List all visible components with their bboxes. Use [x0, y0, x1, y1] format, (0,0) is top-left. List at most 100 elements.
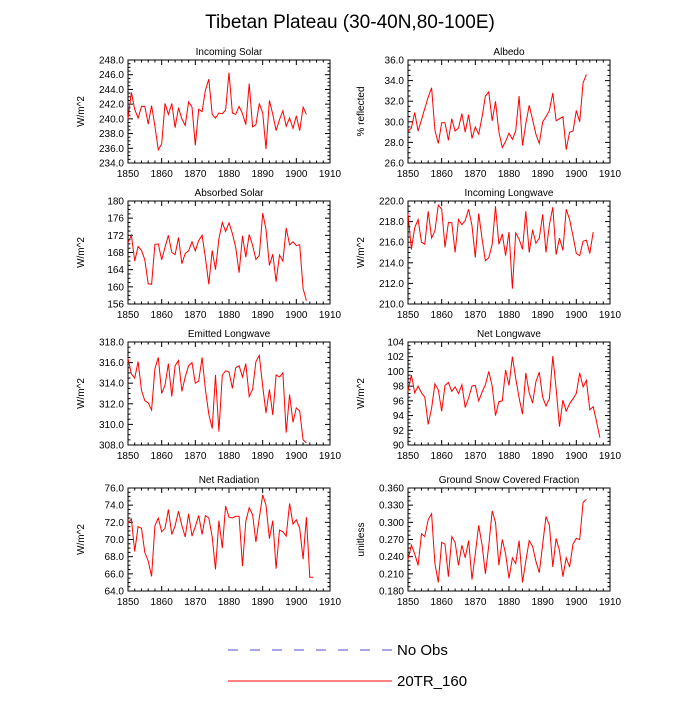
panel-incoming-solar: Incoming Solar W/m^2 1850 1860 1870 1880 1890 1…	[76, 47, 342, 180]
x-tick-label: 1890	[532, 169, 555, 180]
panel-title: Ground Snow Covered Fraction	[439, 475, 580, 486]
y-tick-label: 160	[107, 282, 124, 293]
x-tick-label: 1850	[397, 597, 420, 608]
x-tick-label: 1890	[252, 451, 275, 462]
x-tick-label: 1860	[431, 169, 454, 180]
y-tick-label: 28.0	[385, 138, 405, 149]
x-tick-label: 1900	[565, 310, 588, 321]
x-tick-label: 1870	[184, 451, 207, 462]
y-axis-label: W/m^2	[76, 378, 87, 409]
x-tick-label: 1880	[218, 451, 241, 462]
panel-title: Incoming Longwave	[465, 188, 554, 199]
legend-label-no-obs: No Obs	[397, 642, 448, 659]
y-tick-label: 70.0	[105, 535, 125, 546]
x-tick-label: 1880	[218, 310, 241, 321]
x-tick-label: 1870	[464, 169, 487, 180]
y-tick-label: 314.0	[99, 379, 124, 390]
x-tick-label: 1880	[218, 169, 241, 180]
panel-title: Net Longwave	[477, 329, 541, 340]
y-tick-label: 100	[387, 367, 404, 378]
y-tick-label: 0.240	[379, 552, 404, 563]
plot-frame	[407, 59, 611, 164]
y-tick-label: 0.270	[379, 535, 404, 546]
y-tick-label: 0.360	[379, 484, 404, 495]
y-tick-label: 236.0	[99, 144, 124, 155]
y-tick-label: 98	[393, 382, 405, 393]
y-tick-label: 102	[387, 352, 404, 363]
y-tick-label: 104	[387, 338, 404, 349]
panel-emitted-longwave: Emitted Longwave W/m^2 1850 1860 1870 1880 189…	[76, 329, 342, 462]
y-axis-label: W/m^2	[356, 237, 367, 268]
y-axis-label: % reflected	[356, 86, 367, 136]
x-tick-label: 1850	[397, 169, 420, 180]
y-tick-label: 92	[393, 426, 405, 437]
panel-title: Net Radiation	[199, 475, 260, 486]
panel-incoming-longwave: Incoming Longwave W/m^2 1850 1860 1870 1880 18…	[356, 188, 622, 321]
y-tick-label: 310.0	[99, 420, 124, 431]
y-axis-label: W/m^2	[76, 96, 87, 127]
x-tick-label: 1900	[565, 597, 588, 608]
x-tick-label: 1860	[151, 451, 174, 462]
panel-absorbed-solar: Absorbed Solar W/m^2 1850 1860 1870 1880 1890 1…	[76, 188, 342, 321]
x-tick-label: 1890	[532, 451, 555, 462]
y-axis-label: W/m^2	[76, 237, 87, 268]
x-tick-label: 1850	[397, 451, 420, 462]
y-tick-label: 218.0	[379, 217, 404, 228]
x-tick-label: 1850	[397, 310, 420, 321]
panel-net-longwave: Net Longwave W/m^2 1850 1860 1870 1880 1890 190…	[356, 329, 622, 462]
x-tick-label: 1900	[285, 310, 308, 321]
x-tick-label: 1900	[285, 451, 308, 462]
y-tick-label: 0.300	[379, 518, 404, 529]
y-tick-label: 90	[393, 441, 405, 452]
x-tick-label: 1880	[498, 310, 521, 321]
y-tick-label: 32.0	[385, 97, 405, 108]
panel-net-radiation: Net Radiation W/m^2 1850 1860 1870 1880 1890 19…	[76, 475, 342, 608]
series-line-20tr-160	[407, 499, 587, 583]
x-tick-label: 1880	[498, 597, 521, 608]
y-tick-label: 242.0	[99, 100, 124, 111]
x-tick-label: 1860	[431, 597, 454, 608]
panel-albedo: Albedo % reflected 1850 1860 1870 1880 1890 190…	[356, 47, 622, 180]
y-tick-label: 168	[107, 248, 124, 259]
x-tick-label: 1910	[599, 310, 622, 321]
x-tick-label: 1910	[599, 597, 622, 608]
y-tick-label: 68.0	[105, 552, 125, 563]
plot-frame	[407, 200, 611, 305]
y-tick-label: 244.0	[99, 85, 124, 96]
x-tick-label: 1900	[565, 169, 588, 180]
series-line-20tr-160	[407, 203, 594, 289]
y-axis-label: unitless	[356, 523, 367, 557]
x-tick-label: 1890	[252, 169, 275, 180]
figure-title: Tibetan Plateau (30-40N,80-100E)	[205, 12, 495, 33]
y-tick-label: 0.210	[379, 569, 404, 580]
x-tick-label: 1870	[184, 169, 207, 180]
y-tick-label: 216.0	[379, 238, 404, 249]
x-tick-label: 1860	[431, 451, 454, 462]
x-tick-label: 1850	[117, 597, 140, 608]
series-line-20tr-160	[127, 353, 307, 444]
legend-label-20tr-160: 20TR_160	[397, 673, 467, 690]
series-line-20tr-160	[407, 355, 601, 438]
y-tick-label: 316.0	[99, 358, 124, 369]
x-tick-label: 1860	[151, 310, 174, 321]
x-tick-label: 1870	[464, 597, 487, 608]
x-tick-label: 1880	[498, 451, 521, 462]
x-tick-label: 1850	[117, 169, 140, 180]
x-tick-label: 1910	[599, 169, 622, 180]
y-tick-label: 76.0	[105, 484, 125, 495]
x-tick-label: 1870	[184, 597, 207, 608]
x-tick-label: 1910	[319, 310, 342, 321]
y-tick-label: 234.0	[99, 159, 124, 170]
x-tick-label: 1890	[252, 597, 275, 608]
x-tick-label: 1900	[285, 169, 308, 180]
x-tick-label: 1890	[532, 597, 555, 608]
y-axis-label: W/m^2	[76, 524, 87, 555]
y-tick-label: 240.0	[99, 114, 124, 125]
series-line-20tr-160	[127, 212, 307, 301]
plot-frame	[127, 487, 331, 592]
y-tick-label: 176	[107, 214, 124, 225]
panel-title: Incoming Solar	[196, 47, 263, 58]
panels: Incoming Solar W/m^2 1850 1860 1870 1880 1890 1…	[76, 47, 622, 608]
y-tick-label: 0.180	[379, 587, 404, 598]
x-tick-label: 1890	[532, 310, 555, 321]
